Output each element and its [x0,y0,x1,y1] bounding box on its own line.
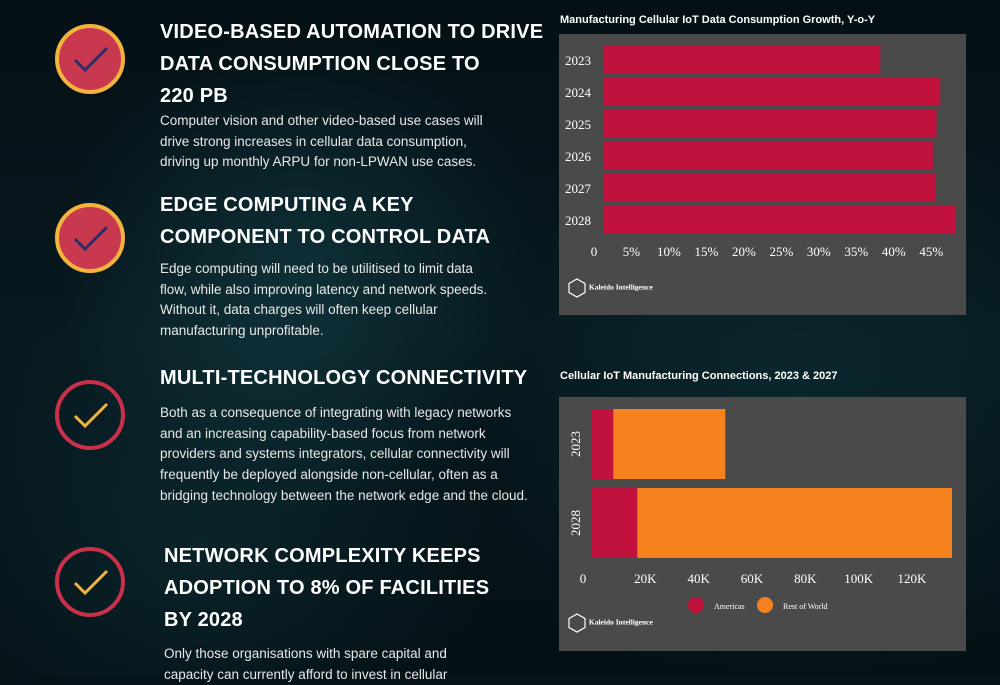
chart1-svg: 2023 2024 2025 2026 2027 2028 0 5% 10% 15% 20% 25% 3… [565,46,956,259]
bar-2027 [603,174,936,202]
check-badge-4 [55,547,125,617]
xtick-label: 100K [844,571,874,586]
chart1-logo: Kaleido Intelligence [567,278,653,298]
bar-2024 [603,78,941,106]
xtick-label: 0 [580,571,587,586]
legend-marker [688,597,704,613]
legend-label: Rest of World [783,602,828,611]
chart2-panel: 2023 2028 0 20K 40K 60K 80K 100K 120K Americas Res… [559,397,966,651]
ytick-label: 2025 [565,117,591,132]
ytick-label: 2026 [565,149,592,164]
xtick-label: 5% [623,244,641,259]
chart1-panel: 2023 2024 2025 2026 2027 2028 0 5% 10% 15% 20% 25% 3… [559,34,966,315]
xtick-label: 15% [694,244,718,259]
bar-2026 [603,142,933,170]
hexagon-logo-icon [568,613,586,633]
check-badge-1 [55,24,125,94]
item-body-2: Edge computing will need to be utilitise… [160,261,488,339]
check-icon [73,569,109,596]
xtick-label: 25% [769,244,793,259]
bar-2023 [603,46,881,74]
chart2-logo-text: Kaleido Intelligence [588,617,653,627]
ytick-label: 2028 [565,213,591,228]
legend-label: Americas [714,602,745,611]
item-heading-3: MULTI-TECHNOLOGY CONNECTIVITY [160,367,528,389]
bar-2023-rest-of-world [613,409,726,479]
bar-2023-americas [592,409,614,479]
bar-2025 [603,110,937,138]
chart2-logo: Kaleido Intelligence [567,613,653,633]
xtick-label: 40K [687,571,710,586]
xtick-label: 0 [591,244,598,259]
check-icon [73,225,109,252]
check-icon [73,46,109,73]
chart2-svg: 2023 2028 0 20K 40K 60K 80K 100K 120K Americas Res… [568,409,952,613]
bar-2028 [603,206,956,234]
xtick-label: 80K [794,571,817,586]
ytick-label: 2027 [565,181,592,196]
xtick-label: 20K [634,571,657,586]
xtick-label: 120K [898,571,928,586]
xtick-label: 30% [807,244,831,259]
xtick-label: 45% [919,244,943,259]
item-body-1: Computer vision and other video-based us… [160,113,483,170]
bar-2028-americas [592,488,638,558]
xtick-label: 20% [732,244,756,259]
xtick-label: 60K [741,571,764,586]
xtick-label: 40% [882,244,906,259]
ytick-label: 2023 [565,53,591,68]
ytick-label: 2023 [568,431,583,457]
xtick-label: 10% [657,244,681,259]
bar-2028-rest-of-world [637,488,952,558]
item-heading-4: NETWORK COMPLEXITY KEEPS ADOPTION TO 8% … [164,545,490,631]
item-heading-1: VIDEO-BASED AUTOMATION TO DRIVE DATA CON… [160,21,544,107]
check-badge-3 [55,380,125,450]
hexagon-logo-icon [568,278,586,298]
check-icon [73,402,109,429]
chart1-title: Manufacturing Cellular IoT Data Consumpt… [560,14,876,26]
item-body-3: Both as a consequence of integrating wit… [160,405,528,503]
item-body-4: Only those organisations with spare capi… [164,646,448,682]
check-badge-2 [55,203,125,273]
legend-marker [757,597,773,613]
ytick-label: 2024 [565,85,592,100]
ytick-label: 2028 [568,510,583,536]
item-heading-2: EDGE COMPUTING A KEY COMPONENT TO CONTRO… [160,194,491,248]
xtick-label: 35% [844,244,868,259]
chart1-logo-text: Kaleido Intelligence [588,282,653,292]
chart2-title: Cellular IoT Manufacturing Connections, … [560,370,838,382]
